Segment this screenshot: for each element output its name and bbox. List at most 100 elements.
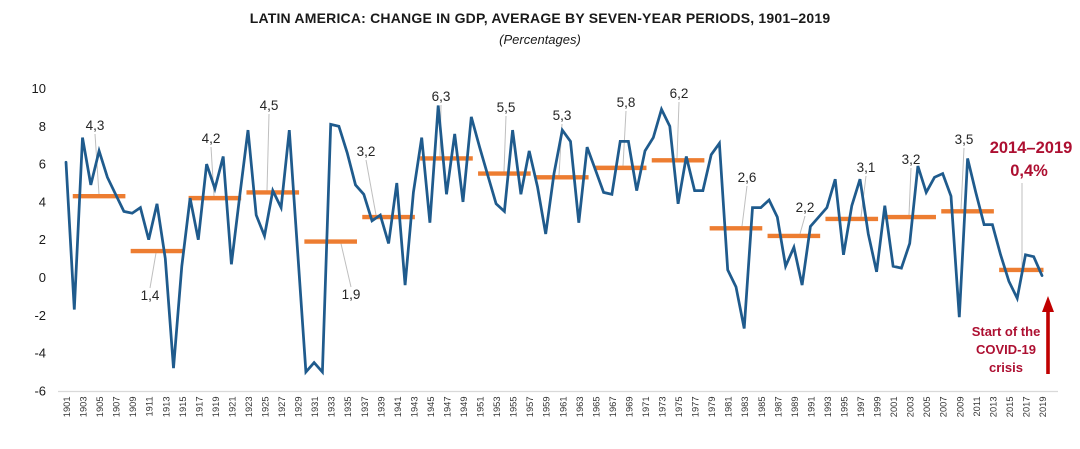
period-average-label: 5,5 [497, 100, 516, 115]
highlight-period-range: 2014–2019 [990, 139, 1073, 157]
x-axis-tick-label: 1925 [261, 397, 271, 418]
period-average-label: 2,2 [796, 200, 815, 215]
label-leader-line [149, 252, 157, 289]
label-leader-line [960, 147, 965, 210]
label-leader-line [365, 159, 377, 216]
x-axis-tick-label: 1911 [145, 397, 155, 417]
x-axis-tick-label: 1973 [658, 397, 668, 418]
x-axis-tick-label: 1987 [773, 397, 783, 418]
x-axis-tick-label: 1981 [724, 397, 734, 418]
up-arrow-icon [1042, 296, 1054, 312]
x-axis-tick-label: 1957 [525, 397, 535, 418]
gdp-annual-line [64, 105, 1044, 376]
label-leader-line [340, 243, 352, 288]
x-axis-tick-label: 2001 [889, 397, 899, 418]
label-leader-line [266, 113, 270, 191]
x-axis-tick-label: 1933 [327, 397, 337, 418]
x-axis-tick-label: 1919 [211, 397, 221, 418]
covid-note-line: crisis [989, 360, 1023, 375]
period-average-label: 6,3 [432, 89, 451, 104]
x-axis-tick-label: 1969 [624, 397, 634, 418]
x-axis-tick-label: 1939 [376, 397, 386, 418]
chart-title: LATIN AMERICA: CHANGE IN GDP, AVERAGE BY… [249, 10, 831, 26]
x-axis-tick-label: 1909 [128, 397, 138, 418]
x-axis-tick-label: 1915 [178, 397, 188, 418]
x-axis-tick-label: 1975 [674, 397, 684, 418]
x-axis-tick-label: 1961 [558, 397, 568, 418]
y-axis-tick-label: 6 [39, 157, 46, 172]
x-axis-tick-label: 2011 [972, 397, 982, 417]
x-axis-tick-label: 1901 [62, 397, 72, 418]
x-axis-tick-label: 2013 [988, 397, 998, 418]
period-average-label: 2,6 [738, 170, 757, 185]
x-axis-tick-label: 2003 [906, 397, 916, 418]
period-average-label: 3,1 [857, 160, 876, 175]
period-average-label: 6,2 [670, 86, 689, 101]
period-average-label: 1,9 [342, 287, 361, 302]
y-axis-tick-label: -6 [34, 383, 46, 398]
x-axis-tick-label: 1943 [409, 397, 419, 418]
x-axis-tick-label: 1989 [790, 397, 800, 418]
period-average-label: 5,3 [553, 108, 572, 123]
x-axis-tick-label: 2005 [922, 397, 932, 418]
x-axis-tick-label: 1977 [691, 397, 701, 418]
label-leader-line [908, 167, 912, 216]
x-axis-tick-label: 1953 [492, 397, 502, 418]
covid-note-line: Start of the [972, 324, 1041, 339]
label-leader-line [741, 185, 748, 227]
x-axis-tick-label: 1937 [360, 397, 370, 418]
x-axis-tick-label: 1947 [442, 397, 452, 418]
x-axis-tick-label: 2019 [1038, 397, 1048, 418]
label-leader-line [799, 215, 806, 235]
chart-subtitle: (Percentages) [499, 32, 581, 47]
x-axis-tick-label: 1963 [575, 397, 585, 418]
x-axis-tick-label: 2009 [955, 397, 965, 418]
period-average-label: 3,5 [955, 132, 974, 147]
y-axis-tick-label: 2 [39, 232, 46, 247]
x-axis-tick-label: 1907 [112, 397, 122, 418]
y-axis-tick-label: 8 [39, 119, 46, 134]
x-axis-tick-label: 2007 [939, 397, 949, 418]
period-average-label: 1,4 [141, 288, 160, 303]
period-average-label: 4,3 [86, 118, 105, 133]
x-axis-tick-label: 1905 [95, 397, 105, 418]
x-axis-tick-label: 1959 [542, 397, 552, 418]
label-leader-line [503, 115, 507, 172]
covid-note-line: COVID-19 [976, 342, 1036, 357]
x-axis-tick-label: 1999 [873, 397, 883, 418]
x-axis-tick-label: 1997 [856, 397, 866, 418]
y-axis-tick-label: 0 [39, 270, 46, 285]
x-axis-tick-label: 1991 [806, 397, 816, 418]
x-axis-tick-label: 1913 [161, 397, 171, 418]
highlight-period-value: 0,4% [1010, 162, 1048, 180]
x-axis-tick-label: 1983 [740, 397, 750, 418]
period-average-label: 4,2 [202, 131, 221, 146]
period-average-label: 3,2 [357, 144, 376, 159]
x-axis-tick-label: 1979 [707, 397, 717, 418]
x-axis-tick-label: 1927 [277, 397, 287, 418]
x-axis-tick-label: 1921 [227, 397, 237, 418]
x-axis-tick-label: 1965 [591, 397, 601, 418]
y-axis-tick-label: 10 [32, 81, 46, 96]
x-axis-tick-label: 1995 [839, 397, 849, 418]
x-axis-tick-label: 1929 [294, 397, 304, 418]
x-axis-tick-label: 1945 [426, 397, 436, 418]
x-axis-tick-label: 1931 [310, 397, 320, 418]
period-average-label: 5,8 [617, 95, 636, 110]
x-axis-tick-label: 1935 [343, 397, 353, 418]
period-average-label: 3,2 [902, 152, 921, 167]
x-axis-tick-label: 1917 [194, 397, 204, 418]
x-axis-tick-label: 1985 [757, 397, 767, 418]
label-leader-line [676, 101, 680, 159]
y-axis-tick-label: 4 [39, 194, 46, 209]
y-axis-tick-label: -2 [34, 308, 46, 323]
x-axis-tick-label: 2017 [1021, 397, 1031, 418]
x-axis-tick-label: 1967 [608, 397, 618, 418]
x-axis-tick-label: 1955 [509, 397, 519, 418]
x-axis-tick-label: 1941 [393, 397, 403, 418]
x-axis-tick-label: 1903 [79, 397, 89, 418]
x-axis-tick-label: 1949 [459, 397, 469, 418]
x-axis-tick-label: 2015 [1005, 397, 1015, 418]
